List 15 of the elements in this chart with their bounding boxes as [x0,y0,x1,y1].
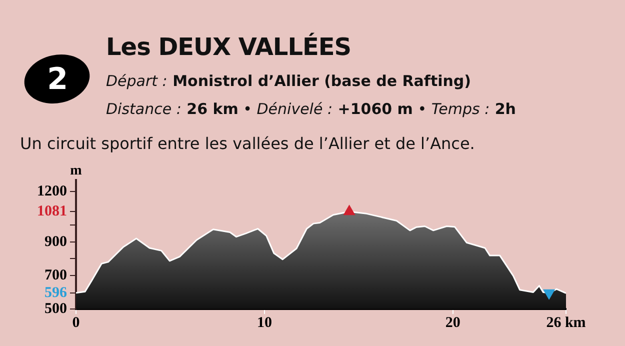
y-tick-label: 700 [44,267,67,284]
y-axis-title: m [70,164,82,179]
x-tick-label: 26 km [546,314,586,331]
y-tick-label: 900 [44,234,67,250]
text: Distance : 26 km • Dénivelé : +1060 m • Temps : 2h [106,100,516,118]
chart-subtitle: Départ : Monistrol d’Allier (base de Rafting) [106,72,472,90]
chart-title: Les DEUX VALLÉES [106,33,352,61]
x-tick-label: 0 [72,314,80,331]
x-tick-label: 10 [256,314,272,331]
y-tick-label: 1200 [37,184,67,200]
y-tick-label: 500 [44,300,67,317]
y-tick-label: 1081 [37,204,67,220]
y-tick-label: 596 [44,284,68,301]
x-tick-label: 20 [445,314,460,331]
text: Un circuit sportif entre les vallées de l’Allier et de l’Ance. [20,134,475,153]
